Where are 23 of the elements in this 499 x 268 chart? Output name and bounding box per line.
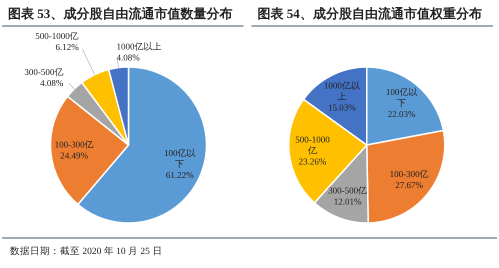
data-label: 15.03% (328, 102, 356, 112)
text: 数据日期：截至 2020 年 10 月 25 日 (10, 245, 162, 257)
slice-label: 100亿以下 (386, 86, 418, 108)
slice-label: 300-500亿 (24, 67, 64, 78)
slice-label: 1000亿以上 (324, 80, 360, 102)
data-label: 4.08% (116, 52, 140, 63)
data-label: 61.22% (166, 170, 194, 180)
chart-title: 图表 53、成分股自由流通市值数量分布 (8, 6, 232, 21)
data-label: 27.67% (395, 180, 424, 190)
data-label: 12.01% (334, 196, 362, 207)
chart-title: 图表 54、成分股自由流通市值权重分布 (258, 6, 482, 21)
slice-label: 100亿以下 (164, 148, 196, 169)
data-label: 24.49% (60, 150, 89, 161)
data-label: 4.08% (40, 78, 64, 88)
data-label: 23.26% (298, 156, 327, 167)
data-label: 22.03% (388, 108, 416, 119)
slice-label: 1000亿以上 (116, 42, 162, 52)
slice-label: 300-500亿 (328, 186, 368, 196)
slice-label: 500-1000亿 (35, 31, 79, 42)
slice-label: 100-300亿 (390, 168, 429, 179)
data-label: 6.12% (56, 42, 80, 52)
slice-label: 500-1000亿 (295, 134, 330, 156)
slice-label: 100-300亿 (54, 140, 94, 150)
